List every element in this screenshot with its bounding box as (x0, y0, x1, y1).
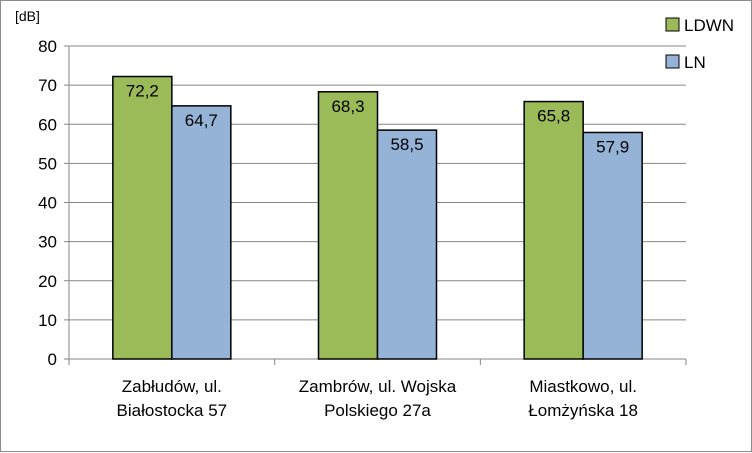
y-unit-label: [dB] (15, 8, 40, 24)
y-tick-label: 20 (38, 272, 57, 291)
y-tick-label: 10 (38, 311, 57, 330)
legend-swatch-ldwn (665, 17, 680, 32)
data-label: 68,3 (331, 97, 364, 116)
y-tick-label: 50 (38, 154, 57, 173)
bar-ln (376, 129, 438, 360)
category-label: Zabłudów, ul. (122, 377, 222, 396)
category-label: Łomżyńska 18 (528, 401, 638, 420)
y-tick-label: 30 (38, 233, 57, 252)
data-label: 58,5 (390, 135, 423, 154)
legend-label-ldwn: LDWN (684, 16, 734, 35)
y-tick-label: 70 (38, 76, 57, 95)
category-label: Białostocka 57 (117, 401, 228, 420)
legend-swatch-ln (665, 54, 680, 69)
legend-label-ln: LN (684, 53, 706, 72)
bar-layer (112, 75, 643, 360)
bar-ln (171, 105, 232, 360)
y-tick-label: 80 (38, 37, 57, 56)
bar-ldwn (523, 100, 584, 360)
data-label: 72,2 (126, 82, 159, 101)
category-label: Polskiego 27a (324, 401, 431, 420)
y-tick-label: 0 (48, 350, 57, 369)
category-label: Miastkowo, ul. (529, 377, 637, 396)
y-tick-label: 60 (38, 115, 57, 134)
data-label: 65,8 (537, 107, 570, 126)
legend: LDWN LN (665, 16, 734, 72)
data-label: 57,9 (596, 137, 629, 156)
bar-ldwn (112, 75, 173, 360)
y-tick-label: 40 (38, 194, 57, 213)
bar-ln (582, 131, 643, 360)
label-layer: 72,2 64,7 Zabłudów, ul. Białostocka 57 68,3 5… (117, 82, 638, 420)
data-label: 64,7 (185, 111, 218, 130)
category-label: Zambrów, ul. Wojska (299, 377, 457, 396)
bar-ldwn (317, 91, 379, 360)
